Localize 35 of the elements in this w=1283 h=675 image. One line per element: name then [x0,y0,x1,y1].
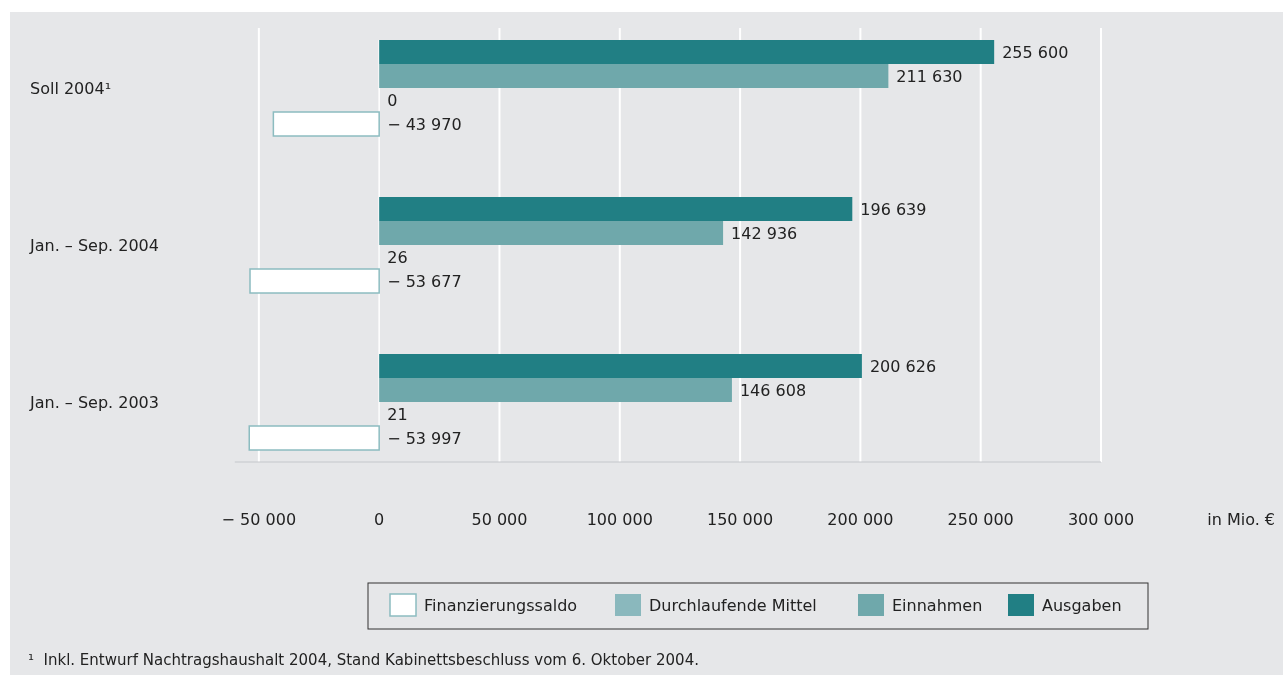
data-label: 0 [387,91,398,110]
legend-label: Durchlaufende Mittel [649,596,817,615]
data-label: 200 626 [869,357,937,376]
y-tick-label: Jan. – Sep. 2003 [29,393,159,412]
x-tick-label: 100 000 [586,510,653,529]
data-label: 26 [387,248,408,267]
bar [379,64,889,88]
data-label: 196 639 [860,200,927,219]
data-label: 255 600 [1002,43,1069,62]
x-tick-label: 0 [374,510,385,529]
data-label: 142 936 [731,224,798,243]
data-label: − 43 970 [387,115,462,134]
x-tick-label: 50 000 [471,510,528,529]
data-label: 146 608 [739,381,807,400]
data-label: − 53 997 [387,429,462,448]
legend-label: Ausgaben [1042,596,1122,615]
legend-label: Finanzierungssaldo [424,596,578,615]
legend-label: Einnahmen [892,596,983,615]
x-tick-label: 250 000 [947,510,1014,529]
x-tick-label: − 50 000 [221,510,297,529]
y-tick-label: Soll 2004¹ [30,79,112,98]
x-tick-label: 300 000 [1067,510,1135,529]
data-label: − 53 677 [387,272,462,291]
y-tick-label: Jan. – Sep. 2004 [29,236,159,255]
data-label: 211 630 [896,67,963,86]
x-axis-title: in Mio. € [1207,510,1275,529]
x-tick-label: 200 000 [827,510,894,529]
bar [379,354,862,378]
data-label: 21 [387,405,408,424]
text: ¹ Inkl. Entwurf Nachtragshaushalt 2004, Stand Kabinettsbeschluss vom 6. Oktober 2004. [28,651,699,669]
bar [379,221,724,245]
bar [379,197,853,221]
x-tick-label: 150 000 [707,510,774,529]
bar [379,40,995,64]
bar [379,378,732,402]
